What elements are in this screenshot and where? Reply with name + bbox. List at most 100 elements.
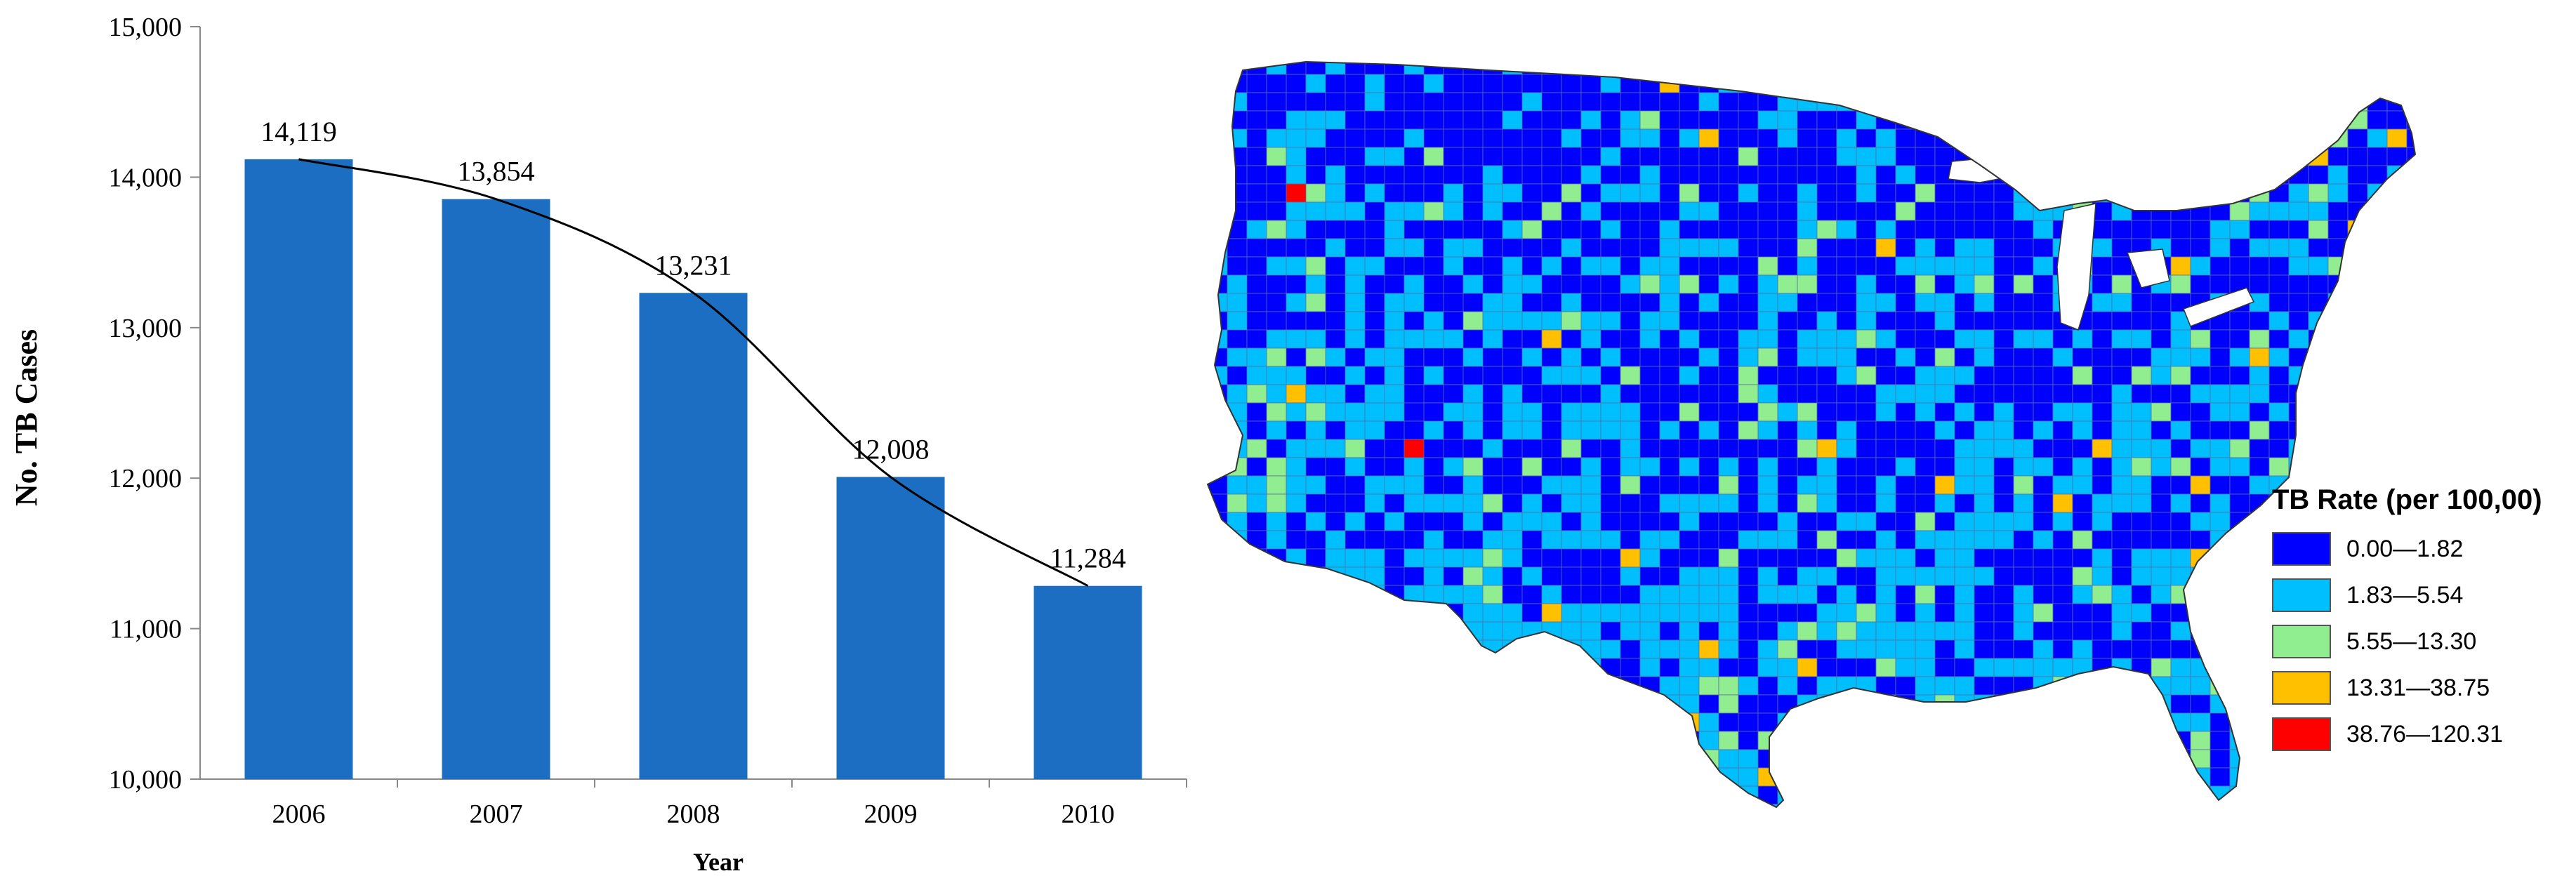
legend-swatch bbox=[2272, 717, 2331, 751]
county-cell bbox=[2092, 439, 2113, 458]
county-cell bbox=[2072, 639, 2093, 659]
county-cell bbox=[1325, 658, 1346, 677]
county-cell bbox=[2210, 128, 2231, 148]
county-cell bbox=[1561, 512, 1582, 531]
county-cell bbox=[1246, 731, 1267, 750]
county-cell bbox=[2013, 201, 2034, 221]
county-cell bbox=[2268, 785, 2290, 805]
county-cell bbox=[1718, 639, 1739, 659]
county-cell bbox=[2111, 165, 2132, 185]
county-cell bbox=[1718, 62, 1739, 75]
county-cell bbox=[2111, 62, 2132, 75]
county-cell bbox=[1993, 530, 2014, 550]
county-cell bbox=[1482, 749, 1523, 769]
county-cell bbox=[2111, 128, 2132, 148]
county-cell bbox=[2131, 767, 2152, 787]
lake bbox=[2126, 248, 2170, 288]
county-cell bbox=[1345, 767, 1366, 805]
county-cell bbox=[2308, 293, 2329, 312]
county-cell bbox=[1954, 402, 1975, 422]
county-cell bbox=[1974, 658, 1995, 677]
bars bbox=[244, 159, 1142, 780]
county-cell bbox=[2052, 585, 2073, 604]
county-cell bbox=[2406, 274, 2415, 294]
county-cell bbox=[1777, 475, 1798, 495]
county-cell bbox=[1227, 658, 1248, 677]
county-cell bbox=[1620, 585, 1641, 604]
county-cell bbox=[1561, 329, 1582, 349]
county-cell bbox=[2288, 439, 2309, 458]
county-cell bbox=[1679, 566, 1700, 586]
county-cell bbox=[1797, 658, 1818, 677]
county-cell bbox=[1462, 712, 1523, 750]
county-cell bbox=[1777, 366, 1798, 385]
county-cell bbox=[2013, 183, 2034, 203]
county-cell bbox=[1816, 311, 1837, 331]
county-cell bbox=[1738, 384, 1759, 404]
county-cell bbox=[2210, 676, 2231, 696]
county-cell bbox=[1679, 548, 1700, 568]
county-cell bbox=[1934, 767, 1955, 787]
county-cell bbox=[1208, 548, 1267, 586]
county-cell bbox=[1620, 749, 1641, 769]
county-cell bbox=[2367, 402, 2388, 422]
county-cell bbox=[2170, 548, 2191, 568]
county-cell bbox=[1600, 712, 1621, 732]
county-cell bbox=[2013, 804, 2034, 807]
county-cell bbox=[1934, 256, 1955, 276]
county-cell bbox=[1934, 731, 1955, 750]
county-cell bbox=[1403, 183, 1425, 203]
county-cell bbox=[2347, 366, 2368, 385]
county-cell bbox=[1738, 165, 1759, 185]
county-cell bbox=[2052, 767, 2073, 787]
trendline bbox=[298, 158, 1089, 587]
county-cell bbox=[1836, 256, 1857, 276]
county-cell bbox=[2367, 347, 2388, 367]
county-cell bbox=[1797, 457, 1818, 477]
county-cell bbox=[1895, 420, 1916, 440]
county-cell bbox=[1974, 402, 1995, 422]
county-cell bbox=[1541, 548, 1562, 568]
county-cell bbox=[1266, 767, 1326, 787]
county-cell bbox=[2072, 402, 2093, 422]
county-cell bbox=[2327, 785, 2349, 805]
county-cell bbox=[2308, 256, 2329, 276]
county-cell bbox=[1934, 530, 1955, 550]
county-cell bbox=[1856, 475, 1877, 495]
county-cell bbox=[1208, 62, 1248, 75]
county-cell bbox=[1698, 603, 1719, 623]
county-cell bbox=[1718, 201, 1739, 221]
county-cell bbox=[2190, 347, 2211, 367]
county-cell bbox=[1266, 128, 1287, 148]
county-cell bbox=[2288, 238, 2309, 258]
county-cell bbox=[1777, 804, 1798, 807]
county-cell bbox=[1502, 712, 1543, 732]
county-cell bbox=[1580, 274, 1601, 294]
county-cell bbox=[2308, 420, 2329, 440]
county-cell bbox=[1403, 585, 1425, 623]
county-cell bbox=[1620, 201, 1641, 221]
county-cell bbox=[1698, 621, 1719, 641]
county-cell bbox=[1954, 475, 1975, 495]
county-cell bbox=[2268, 329, 2290, 349]
county-cell bbox=[1856, 548, 1877, 568]
county-cell bbox=[1482, 347, 1503, 367]
county-cell bbox=[1639, 329, 1660, 349]
county-cell bbox=[2210, 62, 2231, 75]
county-cell bbox=[1934, 293, 1955, 312]
county-cell bbox=[1718, 165, 1739, 185]
county-cell bbox=[1738, 220, 1759, 239]
county-cell bbox=[1246, 585, 1267, 604]
county-cell bbox=[1777, 603, 1798, 623]
county-cell bbox=[1403, 767, 1425, 787]
county-cell bbox=[1875, 658, 1896, 677]
county-cell bbox=[1286, 566, 1307, 604]
county-cell bbox=[2347, 165, 2368, 185]
county-cell bbox=[1227, 566, 1248, 604]
county-cell bbox=[2033, 366, 2054, 385]
county-cell bbox=[1679, 439, 1700, 458]
county-cell bbox=[1738, 731, 1759, 750]
county-cell bbox=[1286, 731, 1326, 750]
county-cell bbox=[1620, 183, 1641, 203]
county-cell bbox=[1738, 329, 1759, 349]
